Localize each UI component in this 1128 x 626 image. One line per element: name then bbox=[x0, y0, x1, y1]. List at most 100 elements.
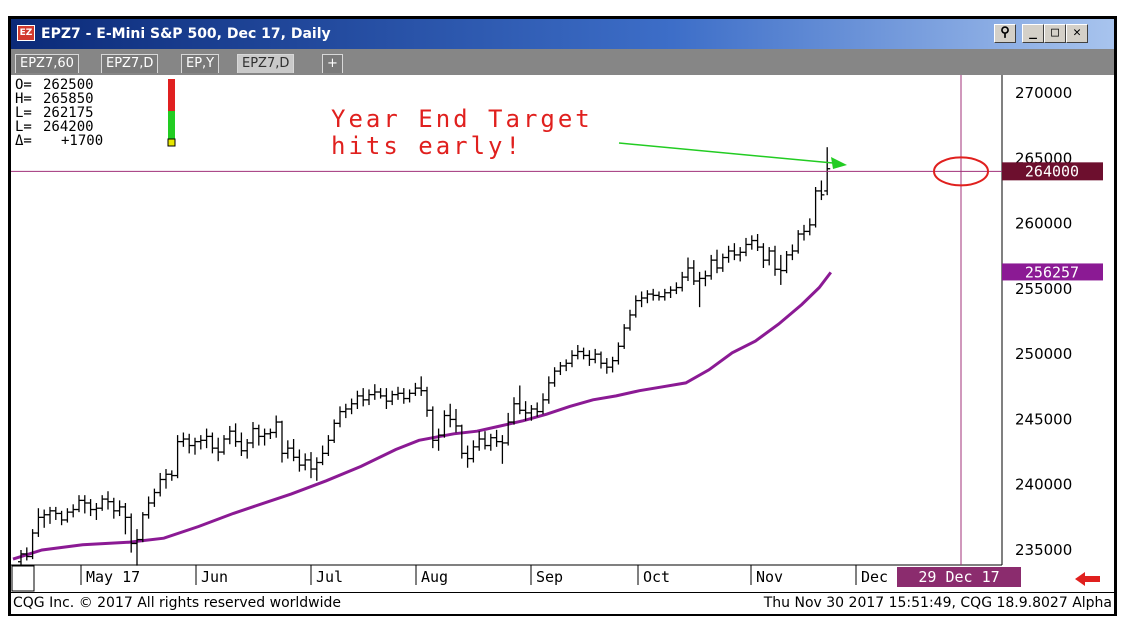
ohlc-bar bbox=[511, 397, 517, 425]
ohlc-bar bbox=[464, 445, 471, 468]
ohlc-bar bbox=[418, 376, 425, 396]
corner-box[interactable] bbox=[11, 565, 35, 592]
ohlc-bar bbox=[337, 406, 343, 428]
ohlc-bar bbox=[731, 243, 738, 261]
ohlc-bar bbox=[737, 247, 744, 262]
y-tick-label: 250000 bbox=[1015, 345, 1072, 363]
range-gauge-marker bbox=[167, 138, 176, 147]
ohlc-bar bbox=[215, 437, 222, 462]
ohlc-bar bbox=[168, 470, 175, 481]
scroll-left-arrow-icon[interactable] bbox=[1075, 572, 1100, 586]
ohlc-bar bbox=[163, 469, 169, 489]
ohlc-bar bbox=[609, 356, 616, 373]
ohlc-bar bbox=[476, 431, 483, 451]
ohlc-bar bbox=[192, 437, 198, 455]
ohlc-bar bbox=[41, 509, 48, 528]
link-icon[interactable]: ⚲ bbox=[994, 24, 1016, 43]
ohlc-bar bbox=[679, 271, 686, 292]
range-gauge-green bbox=[168, 111, 175, 145]
ohlc-bar bbox=[267, 428, 274, 440]
ohlc-bar bbox=[812, 187, 819, 228]
add-tab-button[interactable]: + bbox=[322, 54, 343, 73]
ohlc-bar bbox=[255, 424, 262, 446]
ohlc-bar bbox=[621, 324, 628, 349]
ohlc-bar bbox=[708, 254, 715, 280]
tab-epz7-d-active[interactable]: EPZ7,D bbox=[237, 54, 295, 73]
ohlc-bar bbox=[783, 250, 790, 274]
last-value: 264200 bbox=[43, 119, 94, 135]
ohlc-bar bbox=[238, 432, 245, 456]
ohlc-bar bbox=[99, 495, 106, 511]
ohlc-bar bbox=[719, 253, 726, 272]
low-label: L= bbox=[15, 105, 32, 121]
ohlc-bar bbox=[395, 386, 401, 400]
ohlc-bar bbox=[545, 376, 552, 404]
ohlc-bar bbox=[661, 288, 668, 301]
ohlc-bar bbox=[319, 445, 326, 466]
ohlc-bar bbox=[302, 453, 309, 471]
x-tick-label: Jul bbox=[316, 568, 343, 586]
ohlc-bar bbox=[383, 388, 390, 409]
ma-price-label-bg bbox=[1002, 263, 1103, 281]
ohlc-bar bbox=[667, 286, 674, 298]
ohlc-bar bbox=[105, 491, 111, 510]
ohlc-bar bbox=[429, 406, 436, 449]
chart-window: EZ EPZ7 - E-Mini S&P 500, Dec 17, Daily … bbox=[8, 16, 1117, 616]
annotation-arrow bbox=[618, 142, 834, 164]
ohlc-bar bbox=[540, 393, 546, 415]
ohlc-bar bbox=[644, 290, 651, 304]
ohlc-bar bbox=[81, 495, 88, 514]
date-label-bg bbox=[897, 567, 1021, 587]
ohlc-bar bbox=[354, 390, 361, 409]
ohlc-bar bbox=[261, 428, 268, 446]
y-tick-label: 255000 bbox=[1015, 280, 1072, 298]
ohlc-bar bbox=[748, 235, 755, 250]
ohlc-bar bbox=[157, 472, 164, 497]
ohlc-bar bbox=[389, 390, 396, 406]
price-chart[interactable]: O= 262500 H= 265850 L= 262175 L= 264200 … bbox=[11, 75, 1114, 592]
ohlc-bar bbox=[673, 282, 680, 295]
ohlc-bar bbox=[725, 245, 732, 263]
ohlc-bar bbox=[586, 350, 593, 366]
ohlc-bar bbox=[528, 405, 535, 421]
close-button[interactable]: ✕ bbox=[1066, 24, 1088, 43]
change-value: +1700 bbox=[61, 133, 103, 149]
ohlc-bar bbox=[615, 342, 622, 365]
y-tick-label: 240000 bbox=[1015, 476, 1072, 494]
range-gauge-red bbox=[168, 79, 175, 111]
ohlc-bar bbox=[377, 388, 384, 399]
title-bar[interactable]: EZ EPZ7 - E-Mini S&P 500, Dec 17, Daily … bbox=[11, 19, 1114, 49]
x-tick-label: Dec bbox=[861, 568, 888, 586]
last-label: L= bbox=[15, 119, 32, 135]
tab-epz7-d[interactable]: EPZ7,D bbox=[101, 54, 159, 73]
ohlc-bar bbox=[313, 457, 320, 481]
tab-ep-y[interactable]: EP,Y bbox=[181, 54, 220, 73]
ohlc-bar bbox=[638, 291, 645, 308]
ohlc-bar bbox=[342, 403, 349, 419]
ohlc-bar bbox=[505, 412, 512, 446]
tab-epz7-60[interactable]: EPZ7,60 bbox=[15, 54, 79, 73]
ohlc-bar bbox=[563, 359, 570, 372]
ohlc-bar bbox=[93, 502, 100, 520]
ohlc-bar bbox=[203, 428, 210, 449]
ohlc-bar bbox=[574, 345, 581, 360]
ohlc-bar bbox=[685, 257, 691, 282]
minimize-button[interactable]: _ bbox=[1022, 24, 1044, 43]
x-tick-label: Jun bbox=[201, 568, 228, 586]
ohlc-bar bbox=[441, 410, 448, 438]
maximize-button[interactable]: □ bbox=[1044, 24, 1066, 43]
ohlc-bar bbox=[766, 247, 773, 266]
ohlc-bar bbox=[128, 513, 135, 553]
ohlc-bar bbox=[818, 180, 825, 201]
ohlc-bar bbox=[522, 401, 529, 421]
ohlc-bar bbox=[139, 512, 146, 543]
ohlc-bar bbox=[714, 249, 720, 274]
ohlc-bar bbox=[493, 429, 500, 447]
last-price-label: 264000 bbox=[1025, 162, 1079, 180]
low-value: 262175 bbox=[43, 105, 94, 121]
ma-price-label: 256257 bbox=[1025, 263, 1079, 281]
status-bar: CQG Inc. © 2017 All rights reserved worl… bbox=[11, 592, 1114, 614]
change-label: Δ= bbox=[15, 133, 32, 149]
y-tick-label: 245000 bbox=[1015, 410, 1072, 428]
ohlc-bar bbox=[348, 398, 355, 415]
